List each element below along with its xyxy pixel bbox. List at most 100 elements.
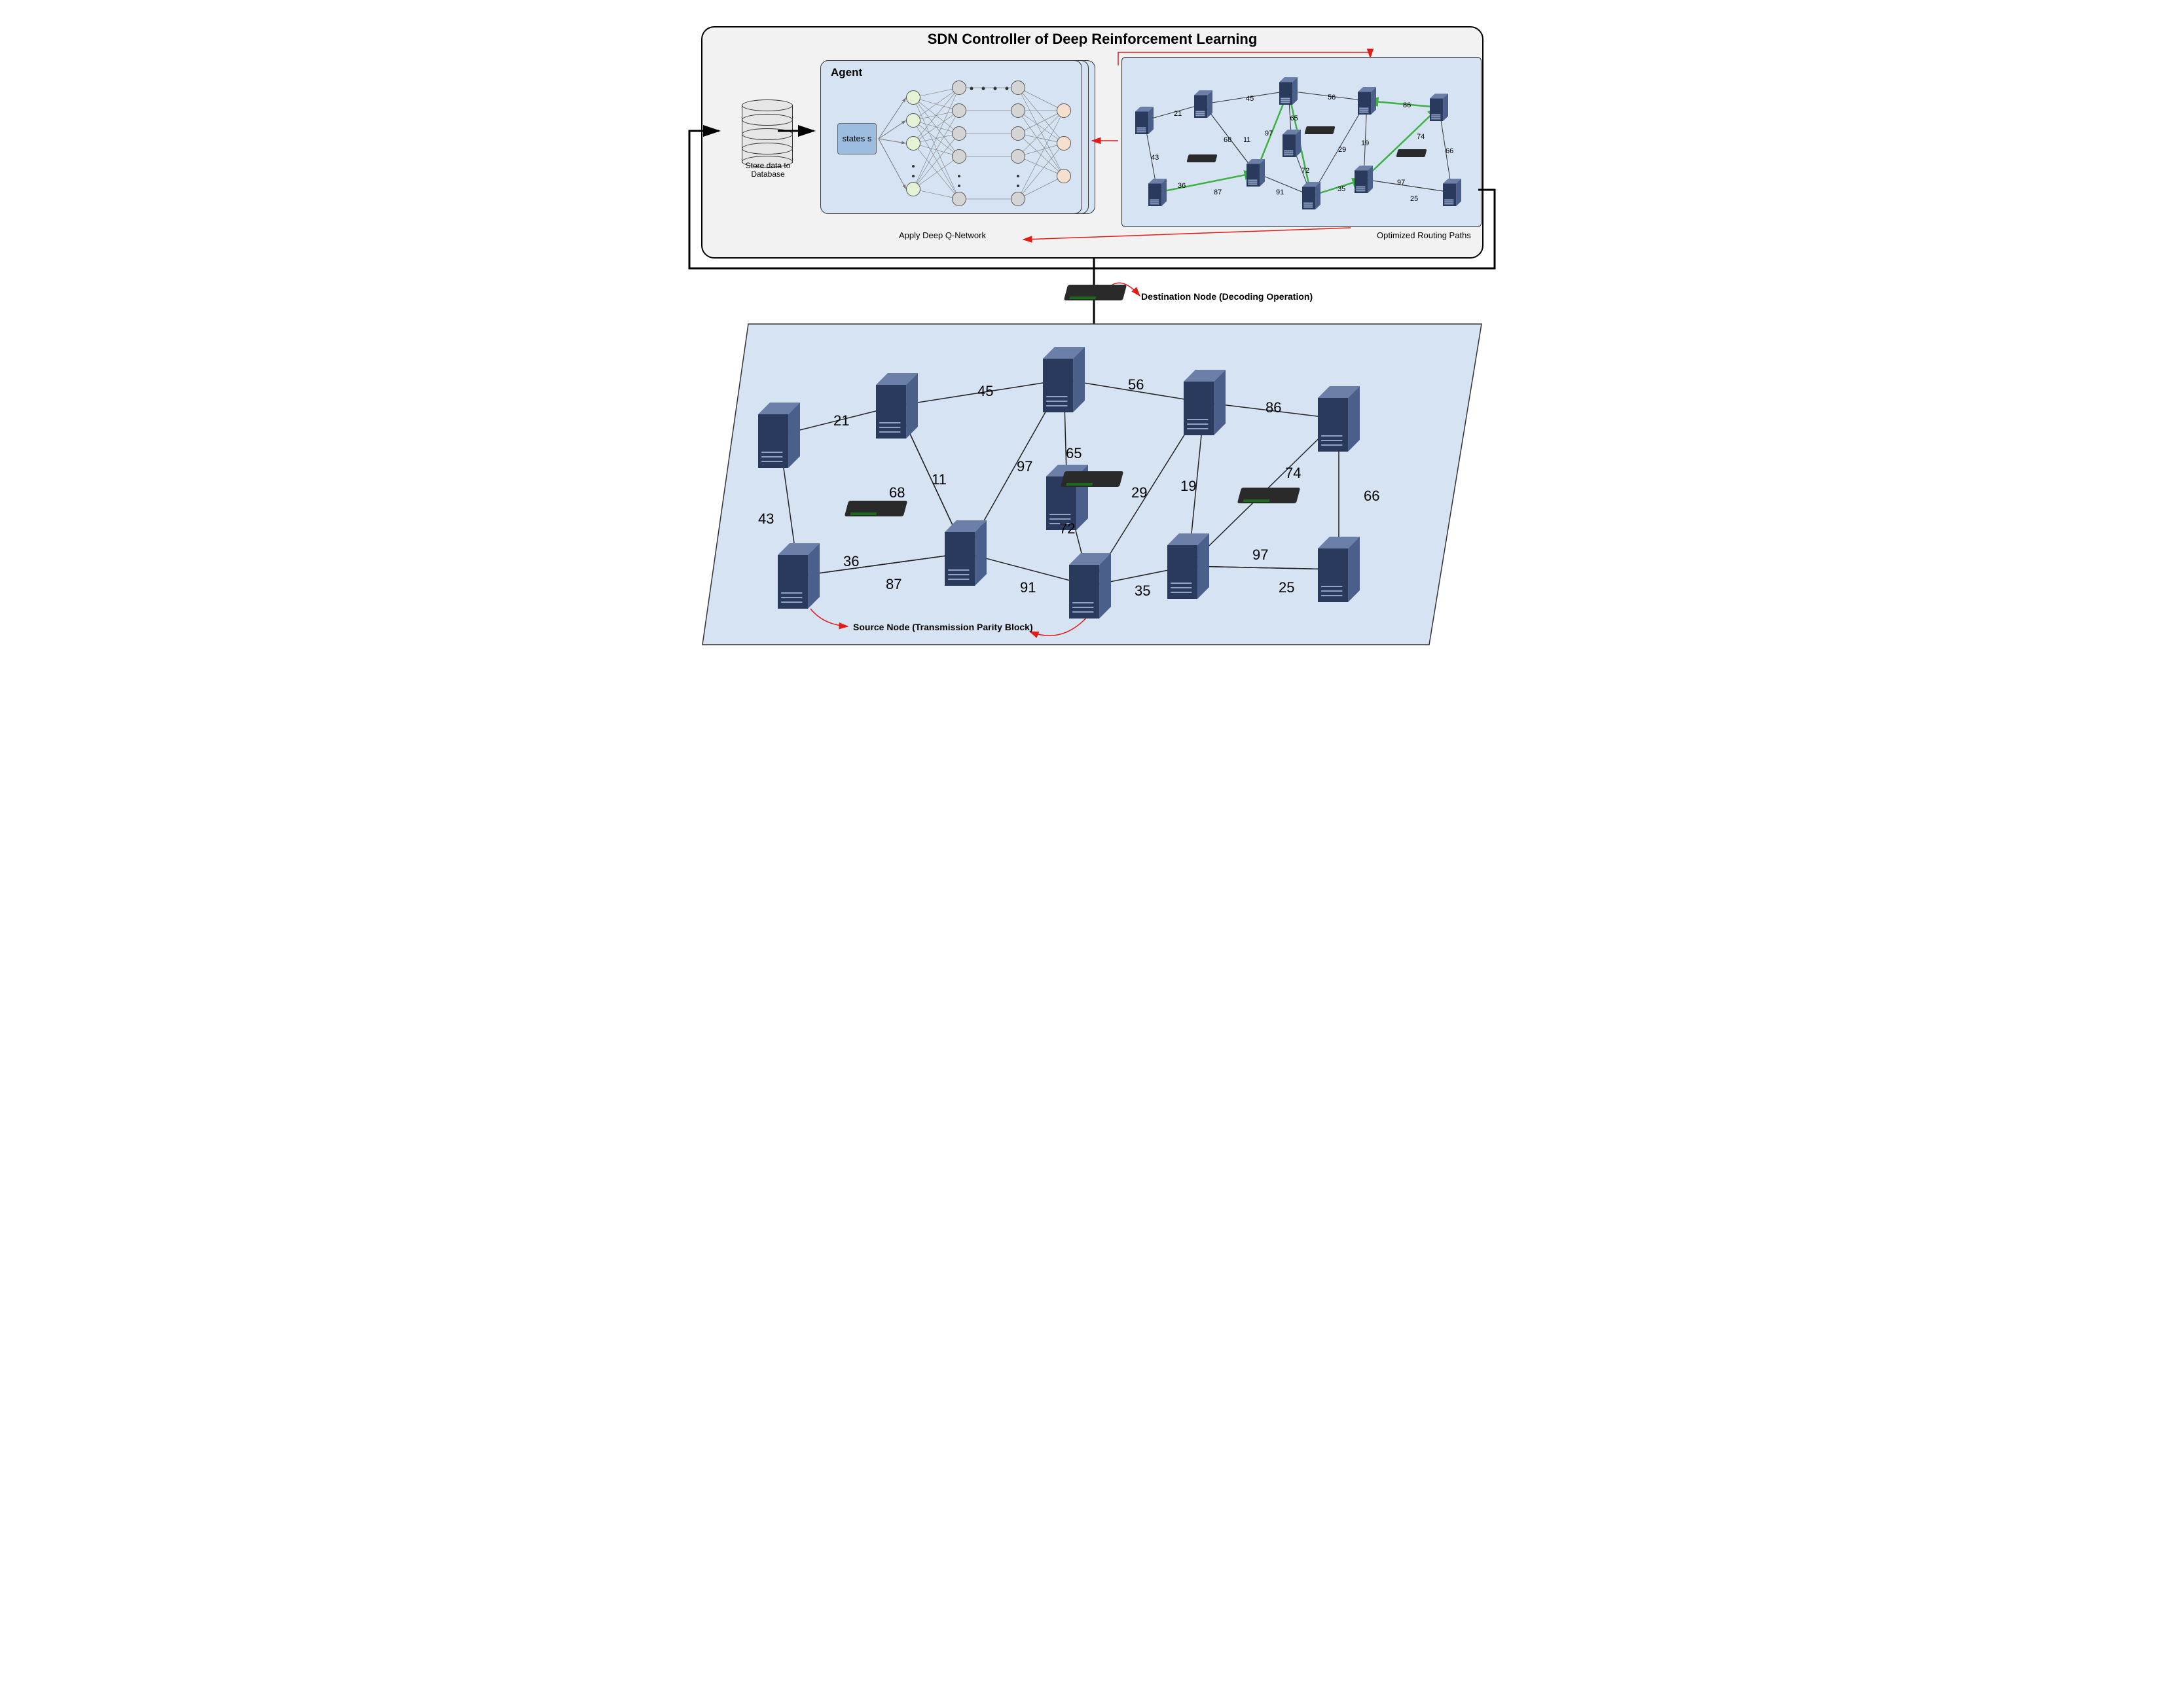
- nn-node: [1057, 169, 1071, 183]
- edge-weight: 25: [1410, 195, 1418, 203]
- edge-weight: 25: [1279, 579, 1294, 596]
- network-topology-panel: 21 45 56 86 43 68 11 97 65 72 29 19 74 66 36 87 91 35 97 25…: [696, 317, 1488, 651]
- nn-node: [906, 90, 920, 105]
- edge-weight: 74: [1417, 133, 1425, 141]
- agent-stack: Agent states s: [820, 60, 1095, 227]
- nn-node: [1011, 149, 1025, 164]
- edge-weight: 97: [1017, 458, 1032, 475]
- switch-icon: [845, 501, 907, 516]
- mini-server-icon: [1148, 179, 1167, 206]
- edge-weight: 29: [1131, 484, 1147, 501]
- sdn-controller-panel: SDN Controller of Deep Reinforcement Lea…: [701, 26, 1483, 259]
- dqn-caption: Apply Deep Q-Network: [899, 230, 986, 240]
- edge-weight: 66: [1446, 147, 1453, 155]
- server-icon: [758, 403, 800, 468]
- mini-switch-icon: [1304, 126, 1335, 134]
- nn-node: [1057, 136, 1071, 151]
- nn-node: [1011, 192, 1025, 206]
- mini-server-icon: [1279, 77, 1298, 105]
- mini-server-icon: [1247, 159, 1265, 187]
- edge-weight: 21: [1174, 110, 1182, 118]
- nn-node: [906, 182, 920, 196]
- edge-weight: 72: [1301, 167, 1309, 175]
- server-icon: [876, 373, 918, 439]
- nn-node: [952, 103, 966, 118]
- server-icon: [945, 520, 987, 586]
- edge-weight: 65: [1066, 445, 1082, 462]
- edge-weight: 86: [1265, 399, 1281, 416]
- panel-title: SDN Controller of Deep Reinforcement Lea…: [702, 31, 1482, 48]
- edge-weight: 56: [1328, 94, 1336, 101]
- edge-weight: 45: [1246, 95, 1254, 103]
- edge-weight: 87: [1214, 188, 1222, 196]
- server-icon: [1069, 553, 1111, 619]
- mini-server-icon: [1135, 107, 1154, 134]
- database-icon: [742, 99, 794, 158]
- server-icon: [1167, 533, 1209, 599]
- edge-weight: 72: [1059, 520, 1075, 537]
- agent-card: Agent states s: [820, 60, 1082, 214]
- edge-weight: 43: [758, 511, 774, 528]
- routing-caption: Optimized Routing Paths: [1377, 230, 1471, 240]
- nn-node: [952, 126, 966, 141]
- nn-node: [952, 149, 966, 164]
- edge-weight: 66: [1364, 488, 1379, 505]
- edge-weight: 11: [1243, 136, 1250, 144]
- mini-switch-icon: [1396, 149, 1427, 157]
- edge-weight: 19: [1180, 478, 1196, 495]
- nn-node: [1011, 81, 1025, 95]
- nn-node: [952, 81, 966, 95]
- agent-label: Agent: [831, 66, 862, 79]
- edge-weight: 68: [1224, 136, 1231, 144]
- mini-switch-icon: [1186, 154, 1217, 162]
- nn-node: [1011, 103, 1025, 118]
- routing-panel: 21 45 56 86 43 68 11 65 97 72 29 19 74 66 87 36 91 35 97 25: [1121, 57, 1482, 227]
- edge-weight: 68: [889, 484, 905, 501]
- switch-icon: [1237, 488, 1300, 503]
- mini-server-icon: [1283, 130, 1301, 157]
- diagram-canvas: SDN Controller of Deep Reinforcement Lea…: [683, 26, 1501, 658]
- edge-weight: 21: [833, 412, 849, 429]
- mini-server-icon: [1430, 94, 1448, 121]
- nn-node: [952, 192, 966, 206]
- edge-weight: 74: [1285, 465, 1301, 482]
- edge-weight: 29: [1338, 146, 1346, 154]
- source-annotation: Source Node (Transmission Parity Block): [853, 622, 1033, 632]
- edge-weight: 65: [1290, 115, 1298, 122]
- mini-server-icon: [1358, 87, 1376, 115]
- mini-server-icon: [1443, 179, 1461, 206]
- mini-server-icon: [1194, 90, 1212, 118]
- edge-weight: 97: [1252, 547, 1268, 564]
- edge-weight: 36: [1178, 182, 1186, 190]
- server-icon: [1318, 537, 1360, 602]
- nn-node: [906, 113, 920, 128]
- edge-weight: 45: [977, 383, 993, 400]
- edge-weight: 36: [843, 553, 859, 570]
- nn-node: [906, 136, 920, 151]
- mini-server-icon: [1355, 166, 1373, 193]
- central-switch-icon: [1064, 285, 1127, 300]
- edge-weight: 86: [1403, 101, 1411, 109]
- nn-node: [1011, 126, 1025, 141]
- edge-weight: 43: [1151, 154, 1159, 162]
- edge-weight: 35: [1338, 185, 1345, 193]
- server-icon: [1318, 386, 1360, 452]
- edge-weight: 11: [932, 471, 947, 488]
- edge-weight: 35: [1135, 583, 1150, 600]
- edge-weight: 97: [1397, 179, 1405, 187]
- database-label: Store data to Database: [738, 162, 797, 179]
- edge-weight: 56: [1128, 376, 1144, 393]
- mini-server-icon: [1302, 182, 1320, 209]
- server-icon: [778, 543, 820, 609]
- server-icon: [1043, 347, 1085, 412]
- nn-node: [1057, 103, 1071, 118]
- edge-weight: 97: [1265, 130, 1273, 137]
- server-icon: [1184, 370, 1226, 435]
- destination-annotation: Destination Node (Decoding Operation): [1141, 291, 1313, 302]
- edge-weight: 91: [1276, 188, 1284, 196]
- states-box: states s: [837, 123, 877, 154]
- edge-weight: 87: [886, 576, 901, 593]
- switch-icon: [1061, 471, 1123, 487]
- edge-weight: 19: [1361, 139, 1369, 147]
- edge-weight: 91: [1020, 579, 1036, 596]
